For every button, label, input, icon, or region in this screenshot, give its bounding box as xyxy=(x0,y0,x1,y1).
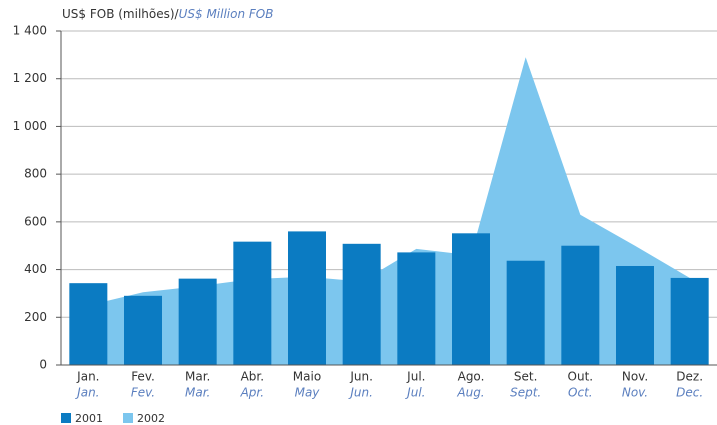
x-tick-label: Abr. xyxy=(241,370,264,384)
legend-swatch xyxy=(123,413,133,423)
area xyxy=(88,57,690,365)
x-tick-label-en: Oct. xyxy=(568,386,593,400)
bar xyxy=(178,278,217,365)
x-tick-label-en: Nov. xyxy=(622,386,648,400)
y-tick-label: 800 xyxy=(24,167,47,181)
bar xyxy=(69,283,108,365)
x-tick-label: Jun. xyxy=(349,370,373,384)
x-tick-label-en: May xyxy=(295,386,321,400)
bar xyxy=(342,243,381,365)
x-tick-label-en: Mar. xyxy=(185,386,210,400)
y-tick-label: 1 200 xyxy=(13,71,47,85)
legend-label: 2001 xyxy=(75,412,103,425)
x-tick-label: Jul. xyxy=(406,370,425,384)
legend-swatch xyxy=(61,413,71,423)
y-label-pt: US$ FOB (milhões)/ xyxy=(62,7,180,21)
y-tick-label: 600 xyxy=(24,214,47,228)
x-tick-label-en: Dec. xyxy=(676,386,703,400)
y-tick-label: 1 000 xyxy=(13,119,47,133)
y-tick-label: 0 xyxy=(39,358,47,372)
x-tick-label: Set. xyxy=(514,370,538,384)
x-tick-label-en: Aug. xyxy=(456,386,484,400)
x-tick-label-en: Sept. xyxy=(510,386,541,400)
y-tick-label: 400 xyxy=(24,262,47,276)
bar xyxy=(452,233,490,365)
bar xyxy=(561,245,600,365)
bar xyxy=(124,295,162,365)
bar xyxy=(288,231,326,365)
x-tick-label-en: Jun. xyxy=(348,386,373,400)
y-tick-label: 200 xyxy=(24,310,47,324)
x-tick-label: Maio xyxy=(293,370,321,384)
bar xyxy=(670,277,709,365)
x-tick-label: Dez. xyxy=(676,370,703,384)
y-label-en: US$ Million FOB xyxy=(179,7,274,21)
y-tick-label: 1 400 xyxy=(13,24,47,38)
y-axis-label: US$ FOB (milhões)/US$ Million FOB xyxy=(62,7,273,21)
x-tick-label-en: Fev. xyxy=(131,386,155,400)
bar xyxy=(397,252,436,365)
bar xyxy=(233,241,272,365)
x-tick-label-en: Jan. xyxy=(75,386,99,400)
x-tick-label: Ago. xyxy=(458,370,485,384)
bar xyxy=(616,265,654,365)
legend-label: 2002 xyxy=(137,412,165,425)
x-tick-label: Jan. xyxy=(76,370,99,384)
x-tick-label: Mar. xyxy=(185,370,210,384)
x-tick-label: Fev. xyxy=(131,370,155,384)
x-tick-label-en: Jul. xyxy=(405,386,425,400)
bar xyxy=(506,260,545,365)
x-tick-label: Out. xyxy=(568,370,594,384)
x-tick-label: Nov. xyxy=(622,370,648,384)
x-tick-label-en: Apr. xyxy=(240,386,264,400)
